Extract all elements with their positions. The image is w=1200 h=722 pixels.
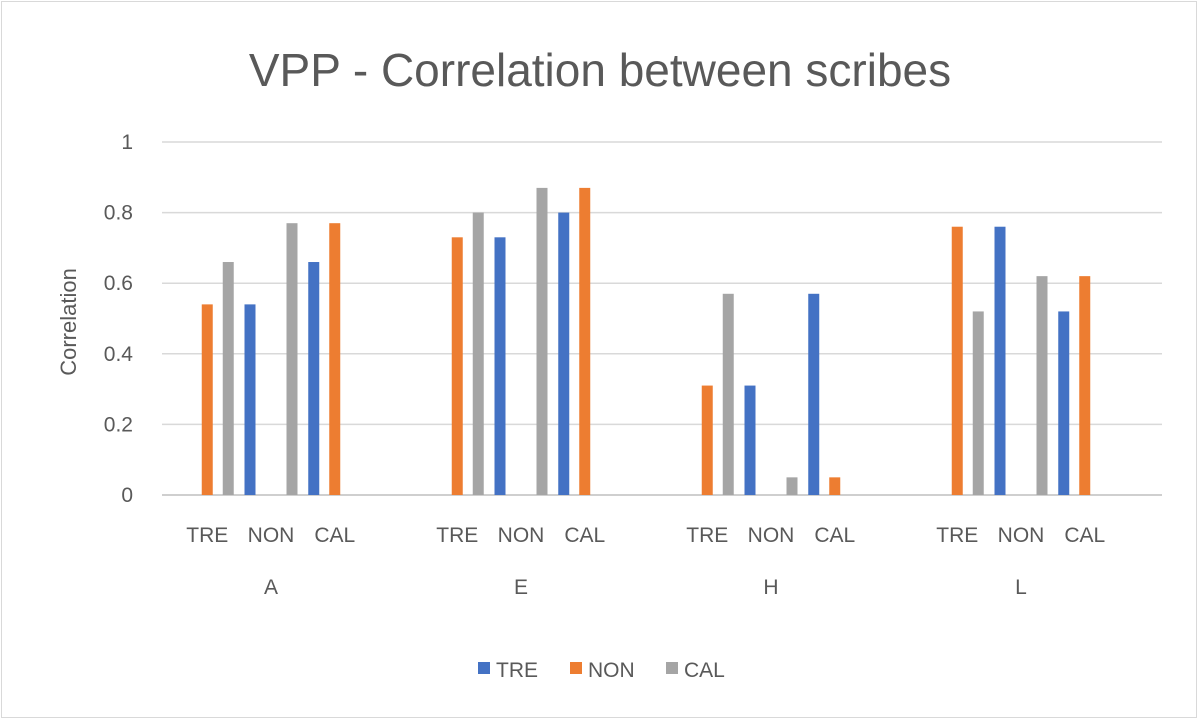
bar-tre xyxy=(744,385,756,495)
x-tick-label: NON xyxy=(748,524,795,547)
legend-swatch xyxy=(666,662,678,674)
bar-non xyxy=(329,223,341,495)
x-tick-label: TRE xyxy=(436,524,478,547)
y-tick-label: 0.6 xyxy=(104,272,133,295)
bar-cal xyxy=(972,311,984,495)
bar-non xyxy=(829,477,841,495)
bar-non xyxy=(201,304,213,495)
y-axis-label: Correlation xyxy=(56,268,81,376)
bar-cal xyxy=(222,262,234,495)
bar-non xyxy=(701,385,713,495)
x-tick-label: NON xyxy=(998,524,1045,547)
bar-tre xyxy=(244,304,256,495)
x-group-label: L xyxy=(1015,576,1027,599)
x-group-label: A xyxy=(264,576,278,599)
x-tick-label: TRE xyxy=(686,524,728,547)
x-group-label: E xyxy=(514,576,528,599)
chart-title: VPP - Correlation between scribes xyxy=(249,44,951,96)
x-tick-label: NON xyxy=(248,524,295,547)
x-axis-ticks: TRE NON CAL A TRE NON CAL E TRE NON CAL H TRE NON CAL L xyxy=(186,524,1105,599)
x-tick-label: CAL xyxy=(564,524,605,547)
x-tick-label: CAL xyxy=(814,524,855,547)
bar-tre xyxy=(558,212,570,495)
bar-cal xyxy=(536,187,548,495)
legend-label: NON xyxy=(588,659,635,682)
legend-label: TRE xyxy=(496,659,538,682)
legend-swatch xyxy=(478,662,490,674)
bar-cal xyxy=(1036,276,1048,495)
y-tick-label: 0.2 xyxy=(104,413,133,436)
x-tick-label: TRE xyxy=(936,524,978,547)
y-axis-ticks: 0 0.2 0.4 0.6 0.8 1 xyxy=(104,131,134,507)
bar-tre xyxy=(1058,311,1070,495)
bar-tre xyxy=(308,262,320,495)
bar-tre xyxy=(494,237,506,495)
bar-non xyxy=(579,187,591,495)
bars xyxy=(201,187,1091,495)
y-tick-label: 1 xyxy=(121,131,133,154)
legend-swatch xyxy=(570,662,582,674)
bar-non xyxy=(1079,276,1091,495)
bar-cal xyxy=(722,293,734,495)
legend: TRE NON CAL xyxy=(478,659,725,682)
y-tick-label: 0.4 xyxy=(104,343,134,366)
x-tick-label: NON xyxy=(498,524,545,547)
x-tick-label: CAL xyxy=(314,524,355,547)
x-group-label: H xyxy=(763,576,778,599)
bar-cal xyxy=(286,223,298,495)
bar-cal xyxy=(786,477,798,495)
legend-label: CAL xyxy=(684,659,725,682)
bar-tre xyxy=(808,293,820,495)
bar-non xyxy=(951,226,963,495)
bar-cal xyxy=(472,212,484,495)
y-tick-label: 0 xyxy=(121,484,133,507)
x-tick-label: TRE xyxy=(186,524,228,547)
bar-tre xyxy=(994,226,1006,495)
x-tick-label: CAL xyxy=(1064,524,1105,547)
bar-non xyxy=(451,237,463,495)
y-tick-label: 0.8 xyxy=(104,202,133,225)
